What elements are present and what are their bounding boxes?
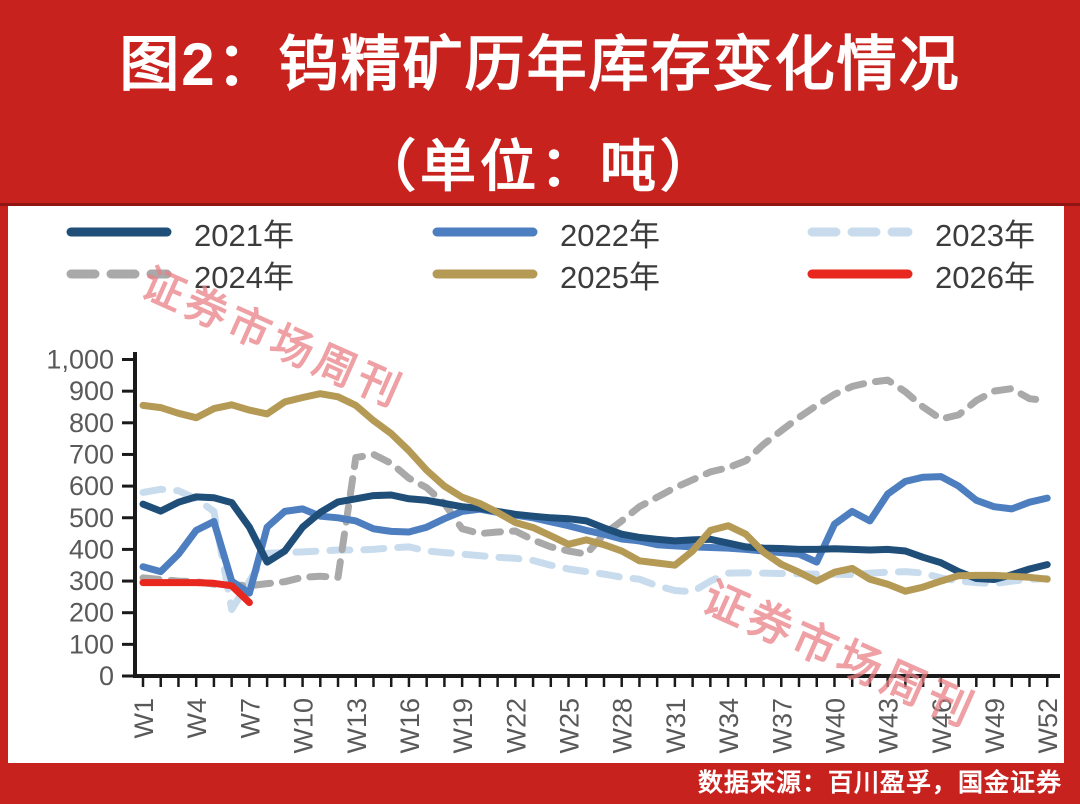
y-tick-label: 300 xyxy=(69,566,114,596)
x-tick-label: W40 xyxy=(820,698,850,754)
chart-panel: 0 100 200 300 400 500 600 700 800 900 1,000 W1 W4 W7 W… xyxy=(8,206,1064,763)
x-tick-label: W19 xyxy=(448,698,478,754)
legend-marker-2026年 xyxy=(807,269,913,279)
legend-item-2024年: 2024年 xyxy=(66,256,294,295)
x-tick-label: W10 xyxy=(289,698,319,754)
x-tick-label: W7 xyxy=(235,698,265,739)
x-tick-label: W28 xyxy=(608,698,638,754)
x-tick-label: W25 xyxy=(555,698,585,754)
x-tick-label: W4 xyxy=(182,698,212,739)
legend-label: 2023年 xyxy=(935,217,1035,253)
y-tick-label: 100 xyxy=(69,629,114,659)
series-line-2022年 xyxy=(139,473,1051,597)
legend-label: 2025年 xyxy=(560,259,660,295)
legend-item-2022年: 2022年 xyxy=(432,214,660,253)
series-line-2026年 xyxy=(139,579,253,607)
legend-item-2026年: 2026年 xyxy=(807,256,1035,295)
y-tick-label: 1,000 xyxy=(46,345,114,375)
data-source-note: 数据来源：百川盈孚，国金证券 xyxy=(697,769,1062,797)
legend-marker-2024年 xyxy=(66,269,172,279)
y-tick-label: 0 xyxy=(99,661,114,691)
x-tick-label: W49 xyxy=(980,698,1010,754)
legend-label: 2022年 xyxy=(560,217,660,253)
y-tick-label: 600 xyxy=(69,471,114,501)
legend-item-2025年: 2025年 xyxy=(432,256,660,295)
x-tick-label: W46 xyxy=(927,698,957,754)
x-tick-label: W22 xyxy=(501,698,531,754)
legend-label: 2024年 xyxy=(194,259,294,295)
x-tick-label: W43 xyxy=(874,698,904,754)
y-tick-label: 800 xyxy=(69,408,114,438)
chart-title: 图2：钨精矿历年库存变化情况 xyxy=(119,31,961,98)
x-tick-label: W37 xyxy=(767,698,797,754)
y-tick-label: 400 xyxy=(69,534,114,564)
x-tick-label: W16 xyxy=(395,698,425,754)
source-bar: 数据来源：百川盈孚，国金证券 xyxy=(0,763,1080,804)
x-tick-label: W31 xyxy=(661,698,691,754)
x-tick-label: W52 xyxy=(1033,698,1063,754)
y-tick-label: 700 xyxy=(69,439,114,469)
legend-marker-2022年 xyxy=(432,227,538,237)
legend-marker-2025年 xyxy=(432,269,538,279)
x-tick-label: W1 xyxy=(129,698,159,739)
y-tick-label: 500 xyxy=(69,503,114,533)
series-line-2023年 xyxy=(139,485,1051,613)
y-tick-label: 200 xyxy=(69,598,114,628)
x-tick-label: W13 xyxy=(342,698,372,754)
legend-marker-2023年 xyxy=(807,227,913,237)
legend-label: 2021年 xyxy=(194,217,294,253)
chart-subtitle: （单位：吨） xyxy=(360,135,720,198)
x-tick-label: W34 xyxy=(714,698,744,754)
chart-title-banner: 图2：钨精矿历年库存变化情况 （单位：吨） xyxy=(0,0,1080,206)
series-line-2025年 xyxy=(139,390,1051,595)
y-tick-label: 900 xyxy=(69,376,114,406)
legend-label: 2026年 xyxy=(935,259,1035,295)
legend-item-2021年: 2021年 xyxy=(66,214,294,253)
series-line-2021年 xyxy=(139,491,1051,583)
legend-marker-2021年 xyxy=(66,227,172,237)
legend-item-2023年: 2023年 xyxy=(807,214,1035,253)
